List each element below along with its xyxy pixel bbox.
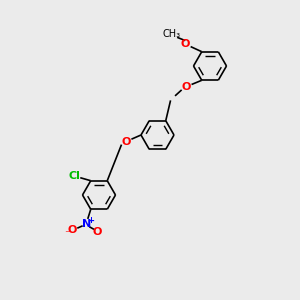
- Text: O: O: [121, 136, 131, 147]
- Text: O: O: [182, 82, 191, 92]
- Text: O: O: [181, 39, 190, 49]
- Text: ⁻: ⁻: [64, 229, 71, 242]
- Text: O: O: [67, 225, 76, 235]
- Text: O: O: [93, 227, 102, 237]
- Text: N: N: [82, 219, 91, 229]
- Text: +: +: [87, 216, 94, 225]
- Text: Cl: Cl: [68, 171, 80, 181]
- Text: CH₃: CH₃: [163, 29, 181, 39]
